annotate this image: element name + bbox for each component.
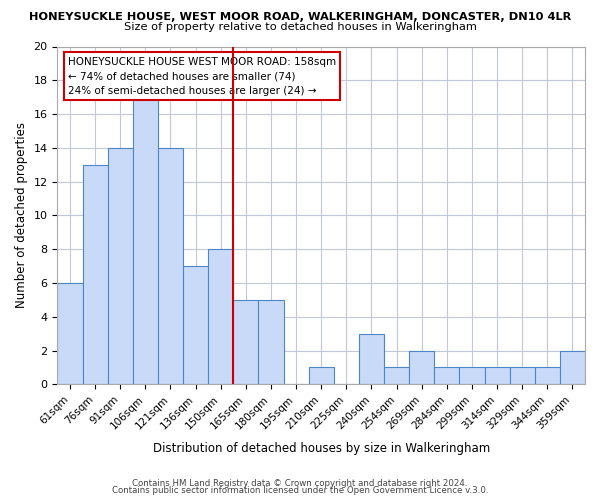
Y-axis label: Number of detached properties: Number of detached properties — [15, 122, 28, 308]
Bar — [208, 249, 233, 384]
Text: HONEYSUCKLE HOUSE WEST MOOR ROAD: 158sqm
← 74% of detached houses are smaller (7: HONEYSUCKLE HOUSE WEST MOOR ROAD: 158sqm… — [68, 56, 336, 96]
Bar — [535, 368, 560, 384]
Bar — [384, 368, 409, 384]
Text: Contains HM Land Registry data © Crown copyright and database right 2024.: Contains HM Land Registry data © Crown c… — [132, 478, 468, 488]
Bar — [83, 164, 107, 384]
Bar — [259, 300, 284, 384]
Bar — [409, 350, 434, 384]
Bar — [434, 368, 460, 384]
Bar — [107, 148, 133, 384]
Bar — [509, 368, 535, 384]
Bar — [233, 300, 259, 384]
Bar — [133, 97, 158, 384]
X-axis label: Distribution of detached houses by size in Walkeringham: Distribution of detached houses by size … — [152, 442, 490, 455]
Bar — [359, 334, 384, 384]
Text: Contains public sector information licensed under the Open Government Licence v.: Contains public sector information licen… — [112, 486, 488, 495]
Text: Size of property relative to detached houses in Walkeringham: Size of property relative to detached ho… — [124, 22, 476, 32]
Text: HONEYSUCKLE HOUSE, WEST MOOR ROAD, WALKERINGHAM, DONCASTER, DN10 4LR: HONEYSUCKLE HOUSE, WEST MOOR ROAD, WALKE… — [29, 12, 571, 22]
Bar — [485, 368, 509, 384]
Bar — [58, 283, 83, 384]
Bar — [183, 266, 208, 384]
Bar — [158, 148, 183, 384]
Bar — [308, 368, 334, 384]
Bar — [560, 350, 585, 384]
Bar — [460, 368, 485, 384]
